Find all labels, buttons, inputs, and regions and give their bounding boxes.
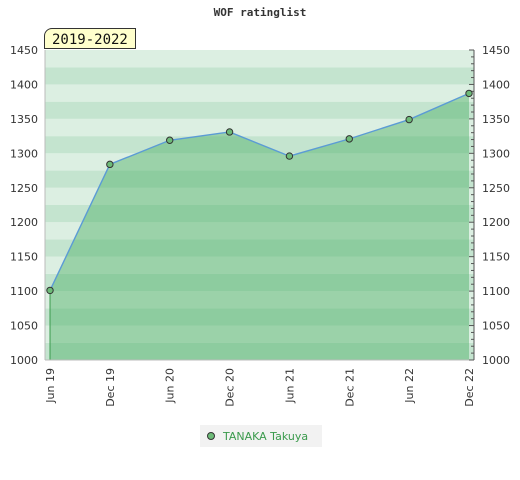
y-tick-label-right: 1050	[482, 320, 510, 333]
band	[45, 291, 474, 309]
y-tick-label-left: 1300	[10, 147, 38, 160]
period-badge: 2019-2022	[44, 28, 136, 49]
x-tick-label: Jun 20	[164, 368, 177, 404]
band	[45, 222, 474, 240]
band	[45, 342, 474, 360]
y-tick-label-right: 1150	[482, 251, 510, 264]
data-point	[285, 152, 294, 160]
band	[45, 273, 474, 292]
band	[45, 205, 474, 223]
y-tick-label-right: 1350	[482, 113, 510, 126]
area-layer	[49, 92, 470, 361]
data-point	[345, 135, 353, 143]
y-tick-label-left: 1450	[10, 44, 38, 57]
x-tick-label: Dec 22	[463, 368, 476, 407]
background-bands	[45, 50, 474, 360]
y-tick-label-right: 1200	[482, 216, 510, 229]
band	[45, 239, 474, 257]
band	[45, 84, 474, 102]
y-tick-label-left: 1400	[10, 78, 38, 91]
y-tick-label-left: 1150	[10, 251, 38, 264]
y-tick-label-right: 1450	[482, 44, 510, 57]
data-point	[46, 286, 54, 295]
band	[45, 50, 474, 68]
x-tick-label: Jun 22	[403, 368, 416, 404]
x-tick-label: Jun 19	[44, 368, 57, 404]
data-point	[106, 160, 114, 169]
y-tick-label-left: 1250	[10, 182, 38, 195]
band	[45, 67, 474, 85]
band	[45, 308, 474, 326]
axes	[44, 49, 475, 361]
y-tick-label-left: 1350	[10, 113, 38, 126]
x-tick-label: Dec 20	[224, 368, 237, 407]
band	[45, 101, 474, 119]
x-tick-label: Dec 21	[343, 368, 356, 407]
y-tick-label-left: 1000	[10, 354, 38, 367]
y-tick-label-left: 1100	[10, 285, 38, 298]
y-tick-label-left: 1200	[10, 216, 38, 229]
y-tick-label-right: 1400	[482, 78, 510, 91]
y-tick-label-right: 1250	[482, 182, 510, 195]
y-axis-labels-left: 1000 1050 1100 1150 1200 1250 1300 1350 1400 1450	[10, 44, 38, 367]
band	[45, 153, 474, 171]
y-tick-label-right: 1000	[482, 354, 510, 367]
series-line	[49, 92, 470, 291]
y-tick-label-right: 1300	[482, 147, 510, 160]
band	[45, 187, 474, 205]
y-tick-label-right: 1100	[482, 285, 510, 298]
x-tick-label: Dec 19	[104, 368, 117, 407]
data-points	[46, 89, 473, 295]
data-point	[465, 89, 473, 98]
chart-title: WOF ratinglist	[213, 6, 307, 19]
legend-marker-icon	[207, 432, 215, 440]
data-point	[405, 115, 413, 124]
legend[interactable]: TANAKA Takuya	[200, 425, 322, 447]
data-point	[225, 128, 234, 136]
x-tick-label: Jun 21	[283, 368, 296, 404]
y-axis-labels-right: 1000 1050 1100 1150 1200 1250 1300 1350 1400 1450	[482, 44, 510, 367]
legend-label: TANAKA Takuya	[223, 429, 309, 443]
data-point	[166, 136, 174, 144]
y-tick-label-left: 1050	[10, 320, 38, 333]
series-area	[50, 93, 469, 361]
band	[45, 256, 474, 274]
band	[45, 325, 474, 343]
band	[45, 118, 474, 137]
x-axis-labels: Jun 19 Dec 19 Jun 20 Dec 20 Jun 21 Dec 21 Jun …	[44, 368, 476, 407]
band	[45, 170, 474, 188]
